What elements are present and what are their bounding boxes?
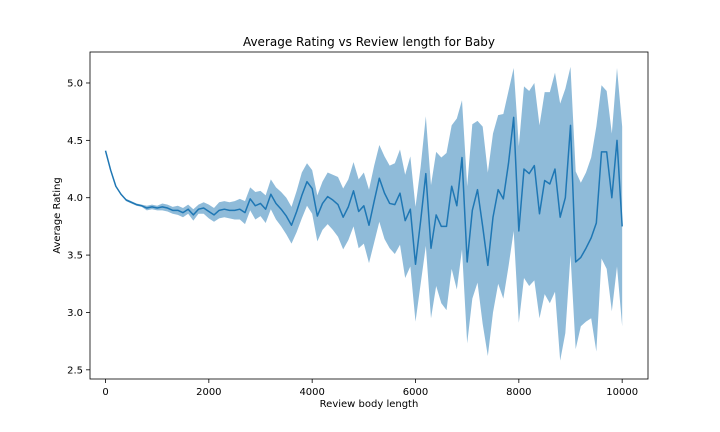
x-tick-label: 10000 <box>606 387 638 398</box>
y-tick-label: 4.5 <box>67 136 83 147</box>
x-tick-label: 8000 <box>506 387 531 398</box>
y-tick-label: 4.0 <box>67 193 83 204</box>
y-axis-label: Average Rating <box>52 177 63 253</box>
confidence-band <box>105 66 623 361</box>
axes-frame <box>89 51 649 380</box>
axis-ticks: 0 2000 4000 6000 8000 10000 2.5 3.0 3.5 4.0 4.5 5.0 <box>67 78 638 398</box>
x-tick-label: 6000 <box>403 387 428 398</box>
x-axis-label: Review body length <box>320 399 419 410</box>
x-tick-label: 0 <box>102 387 108 398</box>
y-tick-label: 2.5 <box>67 365 83 376</box>
x-tick-label: 4000 <box>299 387 324 398</box>
y-tick-label: 3.0 <box>67 308 83 319</box>
plot-area <box>104 66 623 361</box>
y-tick-label: 5.0 <box>67 78 83 89</box>
y-tick-label: 3.5 <box>67 251 83 262</box>
chart-title: Average Rating vs Review length for Baby <box>243 35 495 49</box>
x-tick-label: 2000 <box>196 387 221 398</box>
mean-rating-line <box>104 116 623 267</box>
